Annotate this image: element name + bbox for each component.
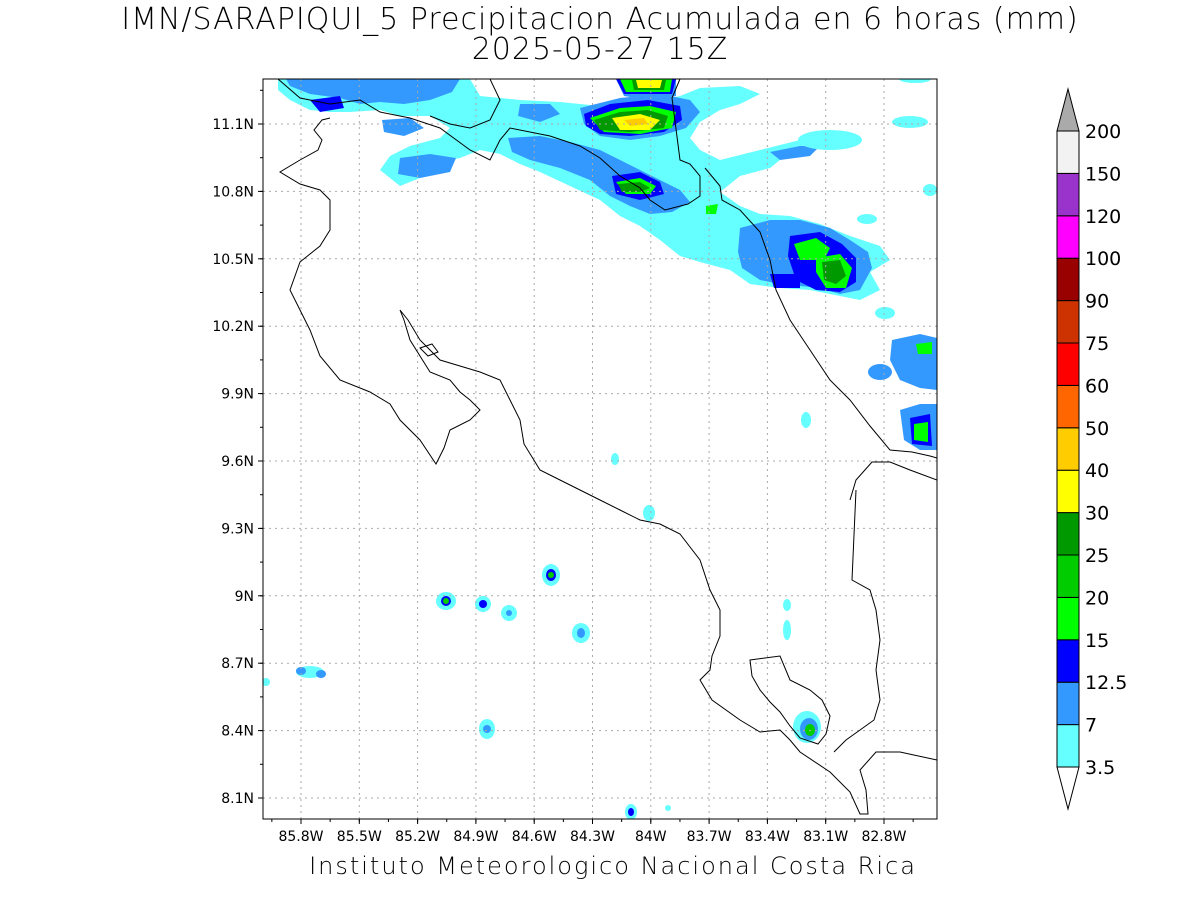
lon-tick-label: 85.8W bbox=[278, 829, 323, 845]
panama-border bbox=[833, 461, 937, 753]
legend-color-box bbox=[1056, 639, 1080, 683]
legend-color-box bbox=[1056, 427, 1080, 471]
map-subtitle-datetime: 2025-05-27 15Z bbox=[471, 32, 729, 67]
lat-tick-label: 10.8N bbox=[212, 184, 254, 200]
legend-label: 60 bbox=[1085, 375, 1109, 397]
color-bar-legend: 3.5 7 12.5 15 20 25 30 40 50 60 75 90 100 120 150 200 bbox=[1056, 87, 1127, 811]
lake-nicaragua-shore bbox=[429, 79, 501, 129]
nicoya-islet bbox=[419, 343, 439, 357]
legend-color-box bbox=[1056, 257, 1080, 302]
lat-tick-label: 9N bbox=[235, 589, 254, 605]
legend-color-box bbox=[1056, 342, 1080, 386]
lon-tick-label: 84.6W bbox=[512, 829, 557, 845]
legend-color-box bbox=[1056, 384, 1080, 429]
legend-label: 120 bbox=[1085, 206, 1121, 228]
lat-tick-label: 9.3N bbox=[221, 521, 254, 537]
lat-tick-label: 9.9N bbox=[221, 387, 254, 403]
latitude-axis: 11.1N 10.8N 10.5N 10.2N 9.9N 9.6N 9.3N 9N 8.7N 8.… bbox=[212, 89, 263, 807]
lat-tick-label: 9.6N bbox=[221, 454, 254, 470]
legend-color-box bbox=[1056, 681, 1080, 726]
legend-label: 30 bbox=[1085, 503, 1109, 525]
legend-top-arrow bbox=[1056, 87, 1080, 132]
map-grid bbox=[263, 79, 937, 819]
legend-color-box bbox=[1056, 512, 1080, 556]
legend-color-box bbox=[1056, 554, 1080, 598]
legend-label: 50 bbox=[1085, 418, 1109, 440]
legend-color-box bbox=[1056, 300, 1080, 344]
legend-label: 100 bbox=[1085, 248, 1121, 270]
plot-area bbox=[263, 79, 937, 819]
legend-label: 200 bbox=[1085, 121, 1121, 143]
caribbean-coast bbox=[704, 167, 937, 459]
osa-peninsula bbox=[749, 655, 831, 745]
nicaragua-border bbox=[277, 79, 701, 211]
plot-frame bbox=[262, 78, 938, 820]
lat-tick-label: 10.2N bbox=[212, 319, 254, 335]
legend-color-box bbox=[1056, 469, 1080, 514]
legend-color-box bbox=[1056, 596, 1080, 641]
lon-tick-label: 85.5W bbox=[337, 829, 382, 845]
lat-tick-label: 11.1N bbox=[212, 117, 254, 133]
footer-institution: Instituto Meteorologico Nacional Costa R… bbox=[309, 852, 917, 880]
precip-area-north-band bbox=[278, 79, 890, 300]
lon-tick-label: 85.2W bbox=[395, 829, 440, 845]
pacific-coast-north bbox=[299, 117, 331, 161]
legend-color-box bbox=[1056, 724, 1080, 768]
lon-tick-label: 83.7W bbox=[687, 829, 732, 845]
legend-color-box bbox=[1056, 130, 1080, 174]
lon-tick-label: 82.8W bbox=[861, 829, 906, 845]
legend-label: 25 bbox=[1085, 545, 1109, 567]
legend-label: 3.5 bbox=[1085, 757, 1115, 779]
lat-tick-label: 8.7N bbox=[221, 656, 254, 672]
legend-label: 90 bbox=[1085, 291, 1109, 313]
legend-label: 150 bbox=[1085, 163, 1121, 185]
legend-label: 40 bbox=[1085, 460, 1109, 482]
legend-bottom-arrow bbox=[1056, 766, 1080, 811]
lon-tick-label: 83.1W bbox=[803, 829, 848, 845]
lon-tick-label: 83.4W bbox=[745, 829, 790, 845]
legend-label: 75 bbox=[1085, 333, 1109, 355]
precip-area-30-40 bbox=[612, 80, 662, 130]
lat-tick-label: 8.1N bbox=[221, 791, 254, 807]
map-title: IMN/SARAPIQUI_5 Precipitacion Acumulada … bbox=[121, 2, 1079, 37]
legend-color-box bbox=[1056, 215, 1080, 259]
lat-tick-label: 10.5N bbox=[212, 252, 254, 268]
legend-label: 15 bbox=[1085, 630, 1109, 652]
coastlines-borders bbox=[277, 79, 937, 815]
lon-tick-label: 84W bbox=[635, 829, 667, 845]
precip-area-12-5 bbox=[310, 79, 932, 446]
lon-tick-label: 84.9W bbox=[453, 829, 498, 845]
lon-tick-label: 84.3W bbox=[570, 829, 615, 845]
legend-label: 20 bbox=[1085, 587, 1109, 609]
pacific-coast bbox=[279, 159, 937, 815]
legend-color-box bbox=[1056, 172, 1080, 217]
precip-scattered-cells bbox=[263, 79, 937, 819]
lat-tick-label: 8.4N bbox=[221, 724, 254, 740]
legend-label: 7 bbox=[1085, 715, 1097, 737]
plot-background bbox=[263, 79, 937, 819]
legend-label: 12.5 bbox=[1085, 672, 1127, 694]
longitude-axis: 85.8W 85.5W 85.2W 84.9W 84.6W 84.3W 84W 83.7W 83… bbox=[271, 819, 914, 845]
precip-area-north-band-7 bbox=[286, 79, 937, 450]
